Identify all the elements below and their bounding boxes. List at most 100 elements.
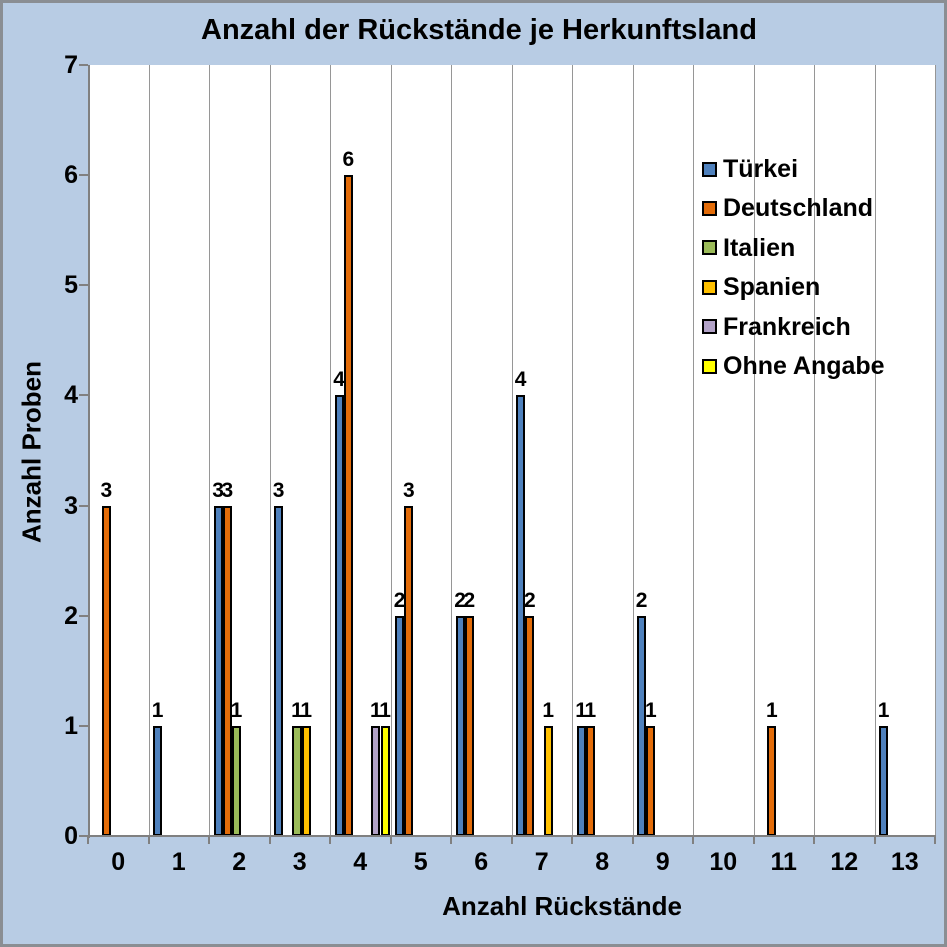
x-tick-2 <box>208 837 210 844</box>
x-tick-label-1: 1 <box>171 848 186 876</box>
bar-türkei-x9 <box>637 615 647 836</box>
x-tick-4 <box>329 837 331 844</box>
y-axis-title: Anzahl Proben <box>16 360 47 544</box>
legend-item-spanien: Spanien <box>702 274 820 300</box>
y-tick-label-0: 0 <box>64 822 78 850</box>
x-tick-label-5: 5 <box>413 848 428 876</box>
x-tick-label-4: 4 <box>353 848 368 876</box>
y-tick-7 <box>79 64 88 66</box>
legend-label: Deutschland <box>723 194 874 223</box>
bar-türkei-x5 <box>395 615 405 836</box>
x-tick-8 <box>571 837 573 844</box>
bar-value-label: 2 <box>523 588 536 612</box>
x-tick-1 <box>147 837 150 844</box>
legend-label: Ohne Angabe <box>723 352 885 380</box>
x-tick-label-12: 12 <box>830 848 859 876</box>
x-tick-3 <box>268 837 271 844</box>
legend-label: Frankreich <box>723 312 851 341</box>
gridline-category-6 <box>451 65 452 836</box>
bar-spanien-x3 <box>301 725 311 836</box>
bar-value-label: 1 <box>542 698 555 722</box>
y-tick-label-7: 7 <box>64 51 78 79</box>
gridline-category-4 <box>330 65 331 836</box>
gridline-category-13 <box>874 65 876 836</box>
bar-value-label: 3 <box>272 478 285 502</box>
bar-value-label: 1 <box>575 698 587 722</box>
gridline-category-14 <box>935 65 936 836</box>
bar-value-label: 6 <box>342 148 355 172</box>
bar-value-label: 1 <box>291 698 303 722</box>
x-tick-label-7: 7 <box>534 848 549 876</box>
bar-value-label: 4 <box>333 368 345 392</box>
bar-italien-x3 <box>292 725 302 836</box>
y-tick-label-1: 1 <box>64 711 78 740</box>
bar-value-label: 1 <box>765 698 778 722</box>
gridline-category-7 <box>511 65 513 836</box>
bar-value-label: 1 <box>877 698 890 722</box>
legend-label: Italien <box>723 233 796 262</box>
x-tick-10 <box>692 837 694 844</box>
x-tick-11 <box>752 837 755 844</box>
y-tick-0 <box>79 835 88 837</box>
bar-türkei-x8 <box>576 725 586 836</box>
bar-deutschland-x4 <box>343 175 353 836</box>
bar-value-label: 2 <box>463 588 476 612</box>
legend-item-ohne-angabe: Ohne Angabe <box>702 353 885 379</box>
gridline-category-3 <box>269 65 271 836</box>
bar-deutschland-x0 <box>101 505 111 836</box>
x-tick-13 <box>873 837 876 844</box>
x-tick-label-11: 11 <box>770 848 797 876</box>
legend-item-türkei: Türkei <box>702 156 798 182</box>
legend-swatch-icon <box>702 279 717 295</box>
x-tick-12 <box>813 837 815 844</box>
y-tick-4 <box>79 394 88 397</box>
bar-ohne-angabe-x4 <box>380 725 390 836</box>
legend-item-frankreich: Frankreich <box>702 314 851 340</box>
y-tick-label-6: 6 <box>64 161 78 190</box>
bar-deutschland-x5 <box>404 505 414 836</box>
bar-italien-x2 <box>231 725 242 836</box>
y-tick-label-3: 3 <box>64 491 78 520</box>
bar-deutschland-x7 <box>525 615 535 836</box>
legend-item-deutschland: Deutschland <box>702 195 873 221</box>
bar-deutschland-x6 <box>464 615 474 836</box>
bar-deutschland-x2 <box>222 505 232 836</box>
legend-swatch-icon <box>702 319 717 335</box>
gridline-category-9 <box>632 65 634 836</box>
y-tick-1 <box>79 724 88 727</box>
bar-value-label: 1 <box>379 698 391 722</box>
bar-value-label: 3 <box>402 478 415 502</box>
x-tick-7 <box>510 837 513 844</box>
y-axis-line <box>88 65 90 838</box>
x-tick-label-3: 3 <box>292 848 307 876</box>
x-tick-label-2: 2 <box>232 848 247 876</box>
bar-türkei-x4 <box>334 395 344 836</box>
bar-türkei-x3 <box>274 505 284 836</box>
bar-value-label: 1 <box>230 698 243 722</box>
bar-value-label: 1 <box>370 698 382 722</box>
bar-value-label: 2 <box>635 588 648 612</box>
x-tick-6 <box>450 837 452 844</box>
bar-value-label: 3 <box>221 478 234 502</box>
bar-value-label: 2 <box>393 588 406 612</box>
x-tick-label-6: 6 <box>474 848 489 876</box>
x-tick-label-13: 13 <box>890 848 919 876</box>
x-tick-label-10: 10 <box>709 848 738 876</box>
gridline-category-8 <box>572 65 573 836</box>
legend-label: Türkei <box>723 155 799 183</box>
legend-item-italien: Italien <box>702 235 795 261</box>
bar-value-label: 3 <box>100 478 113 502</box>
gridline-category-11 <box>753 65 755 836</box>
y-tick-label-4: 4 <box>64 381 78 410</box>
legend-swatch-icon <box>702 358 717 374</box>
bar-value-label: 4 <box>514 368 527 392</box>
gridline-category-12 <box>814 65 815 836</box>
bar-spanien-x7 <box>543 725 553 836</box>
y-tick-label-5: 5 <box>64 271 78 300</box>
bar-value-label: 2 <box>454 588 466 612</box>
bar-türkei-x13 <box>879 725 889 836</box>
x-axis-title: Anzahl Rückstände <box>442 891 682 921</box>
bar-türkei-x6 <box>455 615 465 836</box>
bar-value-label: 1 <box>151 698 164 722</box>
